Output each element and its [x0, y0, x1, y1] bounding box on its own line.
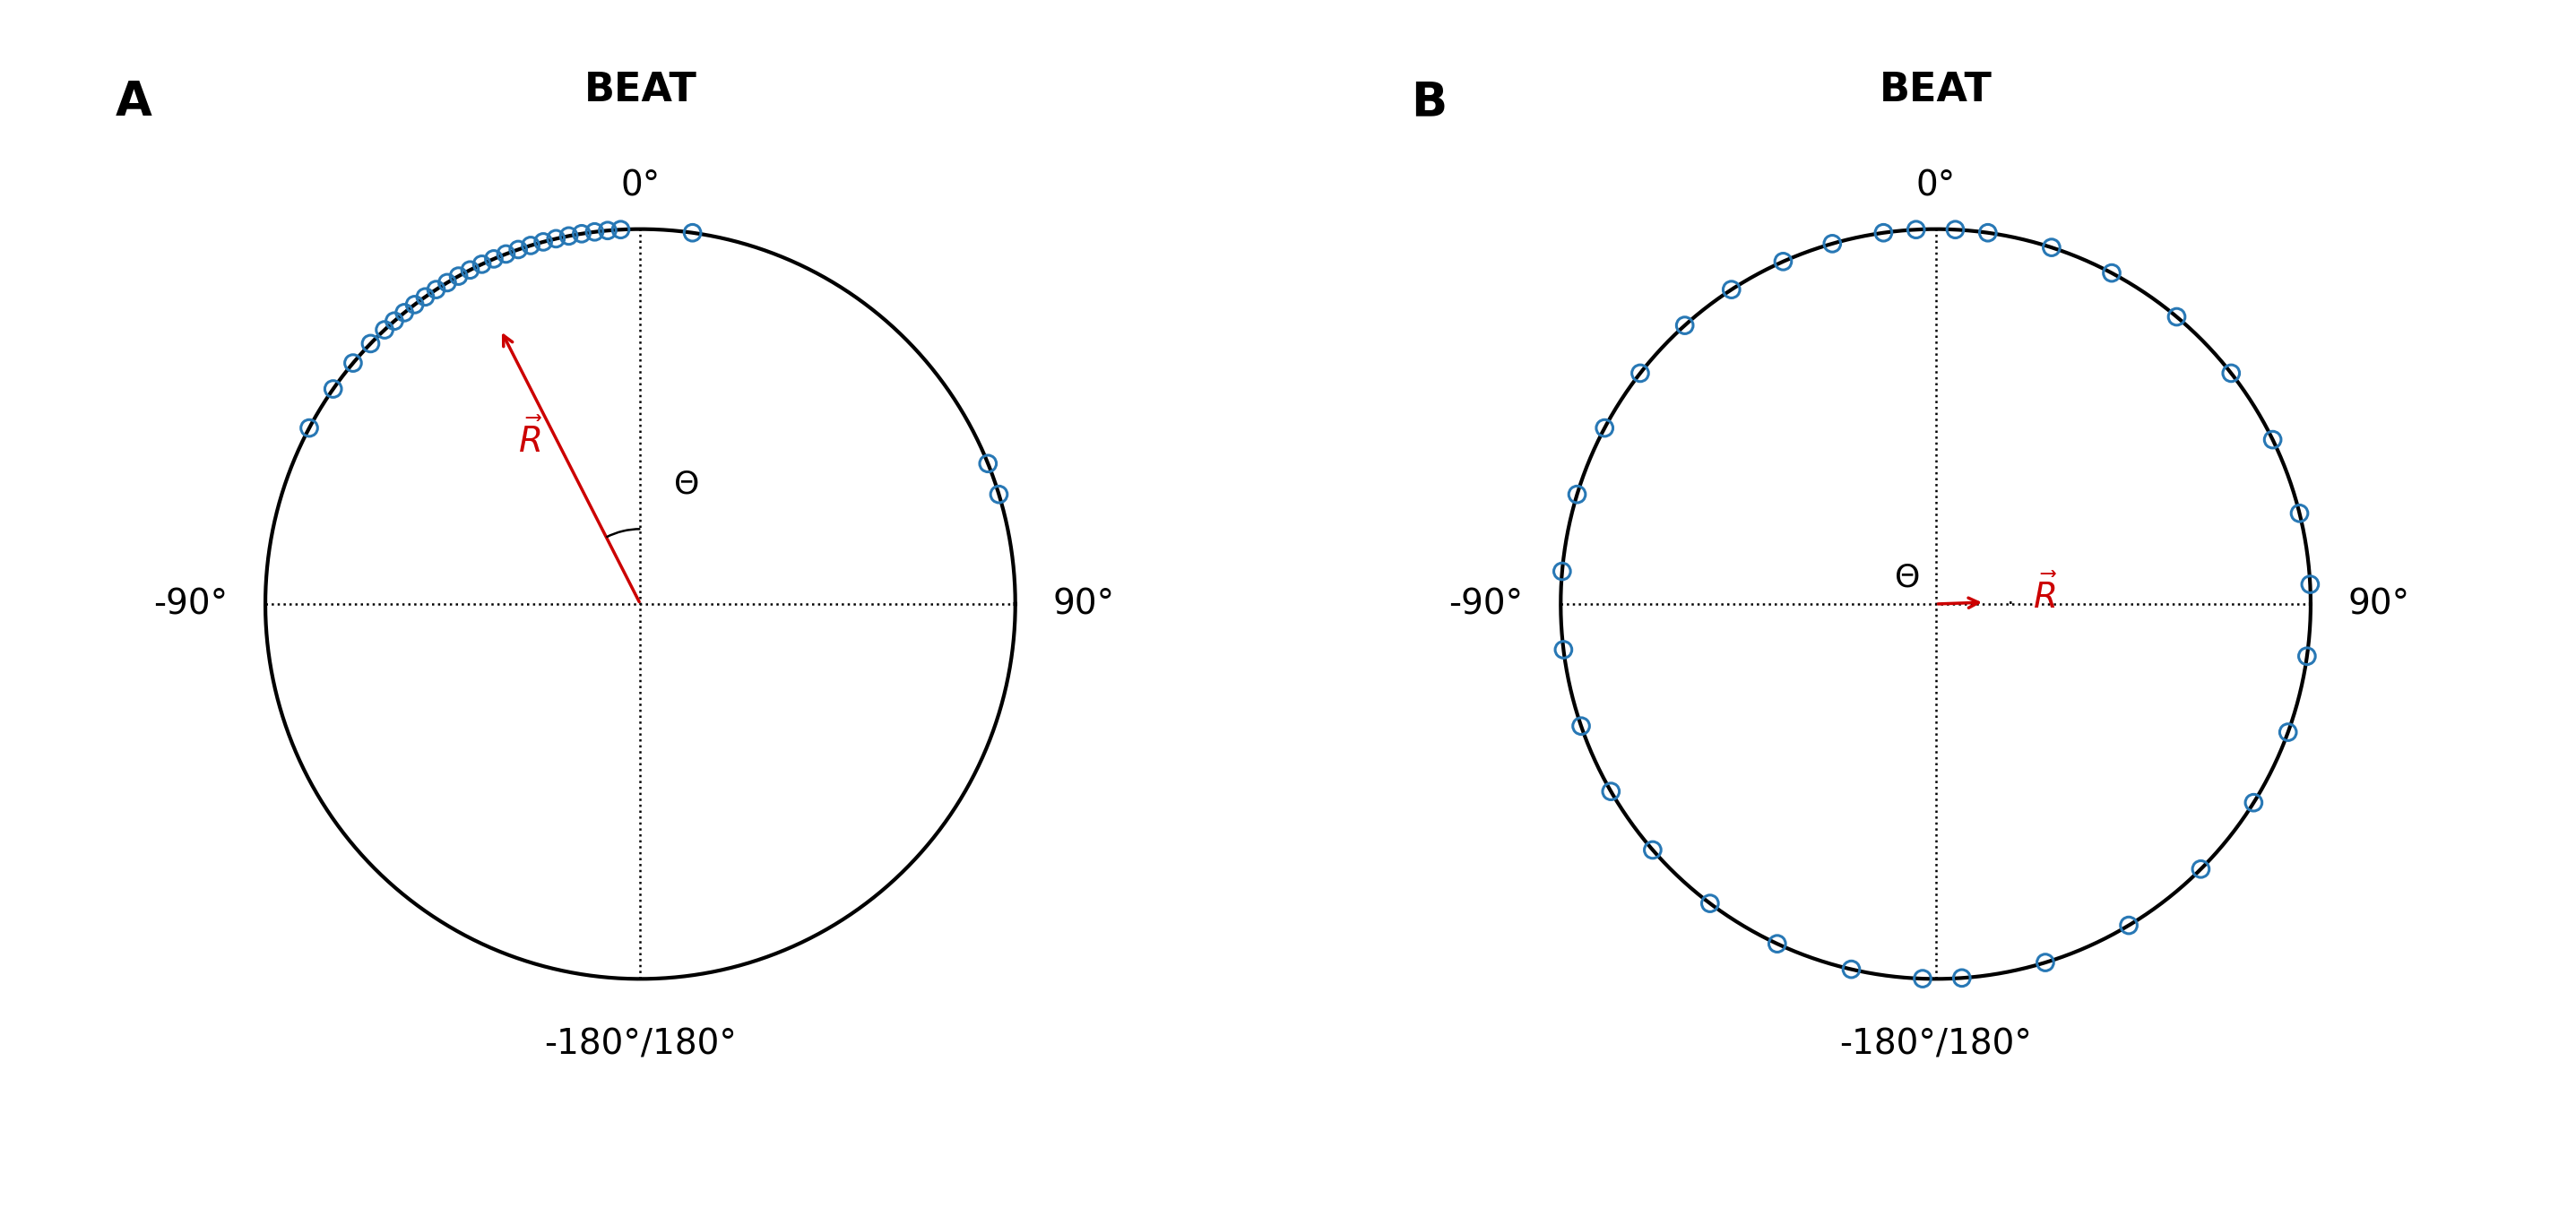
Point	[384, 303, 425, 323]
Point	[562, 223, 603, 243]
Point	[2287, 646, 2329, 666]
Point	[1584, 418, 1625, 437]
Text: 90°: 90°	[1054, 587, 1115, 621]
Point	[415, 280, 456, 300]
Point	[374, 312, 415, 331]
Point	[461, 255, 502, 274]
Point	[1589, 782, 1631, 801]
Point	[1832, 959, 1873, 978]
Point	[1561, 716, 1602, 736]
Point	[1620, 364, 1662, 383]
Point	[497, 240, 538, 260]
Point	[474, 249, 515, 268]
Point	[549, 226, 590, 245]
Point	[1811, 234, 1852, 254]
Point	[1556, 484, 1597, 504]
Point	[428, 273, 469, 292]
Text: -180°/180°: -180°/180°	[544, 1028, 737, 1062]
Text: 0°: 0°	[621, 169, 659, 203]
Point	[1710, 280, 1752, 300]
Text: 90°: 90°	[2349, 587, 2411, 621]
Point	[1762, 251, 1803, 271]
Point	[2251, 430, 2293, 449]
Point	[969, 454, 1010, 474]
Point	[484, 244, 526, 263]
Point	[979, 484, 1020, 504]
Point	[1543, 640, 1584, 660]
Point	[312, 379, 353, 399]
Point	[448, 260, 489, 279]
Point	[2092, 263, 2133, 283]
Point	[2290, 575, 2331, 594]
Text: BEAT: BEAT	[585, 70, 696, 109]
Point	[404, 288, 446, 307]
Point	[2210, 364, 2251, 383]
Point	[1968, 223, 2009, 243]
Point	[536, 230, 577, 249]
Point	[574, 222, 616, 242]
Point	[1540, 562, 1582, 581]
Point	[1862, 223, 1904, 243]
Point	[2233, 792, 2275, 812]
Text: B: B	[1412, 80, 1448, 126]
Point	[1633, 841, 1674, 860]
Point	[1942, 969, 1984, 988]
Point	[2267, 722, 2308, 742]
Point	[600, 220, 641, 239]
Point	[672, 223, 714, 243]
Point	[363, 320, 404, 339]
Point	[523, 232, 564, 251]
Point	[332, 354, 374, 373]
Text: -180°/180°: -180°/180°	[1839, 1028, 2032, 1062]
Point	[438, 267, 479, 286]
Text: BEAT: BEAT	[1880, 70, 1991, 109]
Point	[1690, 894, 1731, 913]
Point	[2030, 238, 2071, 257]
Point	[2156, 307, 2197, 326]
Text: -90°: -90°	[1448, 587, 1522, 621]
Text: -90°: -90°	[155, 587, 227, 621]
Text: A: A	[116, 80, 152, 126]
Text: 0°: 0°	[1917, 169, 1955, 203]
Point	[587, 221, 629, 240]
Point	[2025, 953, 2066, 972]
Text: $\vec{R}$: $\vec{R}$	[2032, 574, 2058, 615]
Point	[1901, 969, 1942, 988]
Text: Θ: Θ	[1896, 563, 1922, 593]
Point	[1935, 220, 1976, 239]
Point	[289, 418, 330, 437]
Point	[1664, 315, 1705, 335]
Point	[2179, 859, 2221, 878]
Point	[394, 295, 435, 314]
Point	[2107, 916, 2148, 935]
Point	[510, 236, 551, 255]
Point	[1896, 220, 1937, 239]
Text: Θ: Θ	[675, 469, 701, 499]
Point	[1757, 934, 1798, 953]
Text: $\vec{R}$: $\vec{R}$	[518, 419, 544, 459]
Point	[2280, 504, 2321, 523]
Point	[350, 333, 392, 353]
